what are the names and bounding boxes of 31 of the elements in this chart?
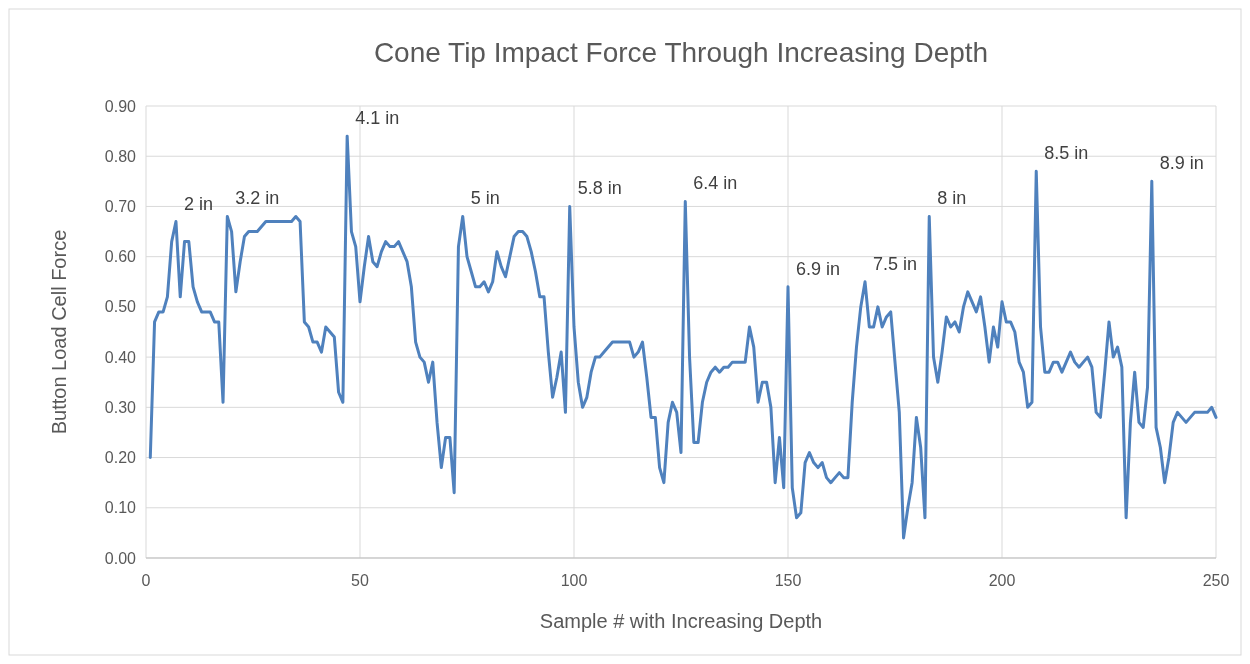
annotation: 5 in — [470, 188, 500, 209]
y-tick-label: 0.90 — [104, 97, 137, 115]
x-tick-label: 200 — [988, 572, 1016, 589]
y-tick-label: 0.20 — [104, 449, 137, 467]
x-tick-label: 50 — [351, 572, 369, 589]
y-tick-label: 0.40 — [104, 348, 137, 366]
line-series — [148, 134, 1218, 540]
x-axis-title: Sample # with Increasing Depth — [539, 610, 823, 632]
annotation: 6.4 in — [693, 173, 738, 194]
chart-title: Cone Tip Impact Force Through Increasing Depth — [373, 37, 989, 68]
x-tick-label: 150 — [774, 572, 802, 589]
annotation: 8 in — [937, 188, 967, 209]
y-tick-label: 0.60 — [104, 248, 137, 266]
x-tick-label: 250 — [1202, 572, 1230, 589]
y-axis-title: Button Load Cell Force — [48, 229, 70, 435]
annotation: 8.9 in — [1159, 153, 1204, 174]
annotation: 4.1 in — [355, 108, 400, 129]
y-tick-label: 0.30 — [104, 398, 137, 416]
annotation: 7.5 in — [873, 253, 918, 274]
annotation: 8.5 in — [1044, 143, 1089, 164]
y-tick-label: 0.50 — [104, 298, 137, 316]
annotation: 2 in — [183, 193, 213, 214]
y-tick-label: 0.70 — [104, 198, 137, 216]
annotation: 3.2 in — [235, 188, 280, 209]
y-tick-label: 0.80 — [104, 147, 137, 165]
x-tick-label: 0 — [141, 572, 151, 589]
annotation: 5.8 in — [577, 178, 622, 199]
x-tick-label: 100 — [560, 572, 588, 589]
y-tick-label: 0.10 — [104, 499, 137, 517]
annotation: 6.9 in — [796, 258, 841, 279]
y-tick-label: 0.00 — [104, 549, 137, 567]
